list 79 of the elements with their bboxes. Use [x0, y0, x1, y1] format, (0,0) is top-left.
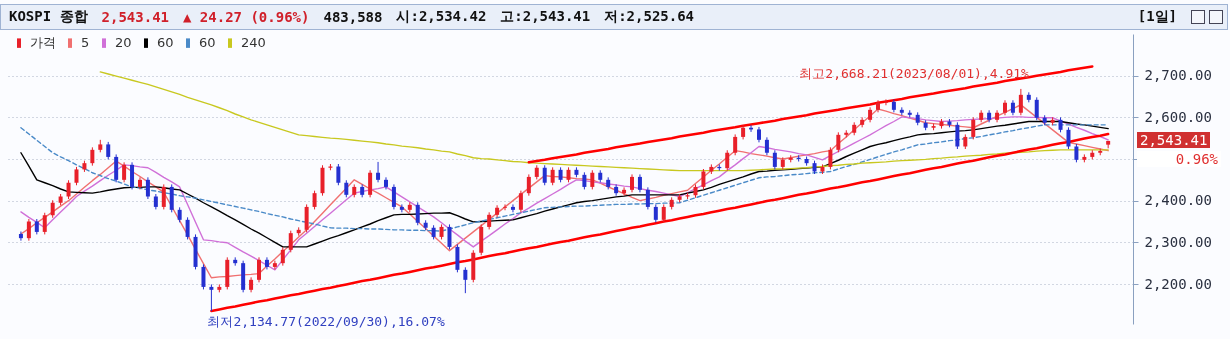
text: 2,543.41: [1137, 131, 1211, 148]
candlestick: [733, 133, 738, 156]
candlestick: [122, 161, 127, 183]
candlestick: [66, 179, 71, 200]
candlestick: [701, 168, 706, 190]
candlestick: [503, 203, 508, 211]
candlestick: [368, 169, 373, 198]
line-series: [210, 132, 1110, 313]
legend-label: 60: [199, 35, 216, 51]
candlestick: [209, 283, 214, 312]
candlestick: [1066, 126, 1071, 150]
y-tick-label: 2,700.00: [1144, 67, 1212, 84]
chart-title: KOSPI 종합: [9, 8, 88, 26]
candlestick: [510, 203, 515, 213]
candlestick: [518, 190, 523, 213]
text: 483,588: [323, 9, 383, 25]
candlestick: [161, 183, 166, 210]
candlestick: [145, 176, 150, 200]
candlestick: [130, 161, 135, 190]
candlestick: [860, 116, 865, 128]
legend-label: 가격: [30, 35, 56, 51]
candlestick: [614, 183, 619, 197]
text: 2,543.41: [101, 9, 170, 25]
candlestick: [645, 186, 650, 210]
annotation: 최저2,134.77(2022/09/30),16.07%: [207, 314, 445, 330]
candlestick: [542, 164, 547, 186]
candlestick: [304, 203, 309, 233]
candlestick: [114, 153, 119, 183]
text: 0.96%: [1137, 150, 1221, 167]
candlestick: [336, 163, 341, 186]
candlestick: [74, 166, 79, 186]
candlestick: [463, 266, 468, 294]
text: 시:2,534.42: [396, 8, 487, 26]
candlestick: [257, 256, 262, 283]
text: 고:2,543.41: [500, 8, 591, 26]
candlestick: [971, 116, 976, 140]
candlestick: [622, 186, 627, 197]
candlestick: [1074, 143, 1079, 163]
candlestick: [955, 121, 960, 150]
candlestick: [185, 216, 190, 240]
line-series: [20, 120, 1109, 248]
candlestick: [1018, 88, 1023, 116]
candlestick: [201, 263, 206, 290]
candlestick: [90, 146, 95, 167]
candlestick: [415, 201, 420, 226]
line-series: [20, 124, 1109, 232]
y-tick-label: 2,600.00: [1144, 108, 1212, 125]
y-tick-label: 2,200.00: [1144, 275, 1212, 292]
annotation: 최고2,668.21(2023/08/01),4.91%: [799, 65, 1030, 81]
legend-label: 20: [115, 35, 132, 51]
candlestick: [772, 149, 777, 170]
candlestick: [455, 243, 460, 273]
text: [1일]: [1137, 8, 1177, 26]
y-tick-label: 2,300.00: [1144, 233, 1212, 250]
candlestick: [26, 218, 31, 242]
candlestick: [526, 173, 531, 197]
candlestick: [391, 183, 396, 210]
candlestick: [312, 190, 317, 210]
text: 저:2,525.64: [604, 8, 695, 26]
candlestick: [590, 169, 595, 190]
candlestick: [883, 98, 888, 106]
candlestick: [18, 231, 23, 242]
candlestick: [725, 149, 730, 172]
candlestick: [288, 230, 293, 253]
legend-label: 5: [81, 35, 90, 51]
text: ▲ 24.27 (0.96%): [183, 9, 310, 25]
candlestick: [42, 212, 47, 235]
legend-label: 240: [241, 35, 266, 51]
candlestick: [280, 246, 285, 267]
y-tick-label: 2,400.00: [1144, 192, 1212, 209]
line-series: [527, 65, 1094, 164]
candlestick: [836, 131, 841, 153]
candlestick: [399, 203, 404, 213]
candlestick: [447, 223, 452, 250]
candlestick: [828, 146, 833, 170]
candlestick: [376, 161, 381, 183]
candlestick: [169, 183, 174, 213]
candlestick: [1034, 96, 1039, 121]
legend-label: 60: [157, 35, 174, 51]
